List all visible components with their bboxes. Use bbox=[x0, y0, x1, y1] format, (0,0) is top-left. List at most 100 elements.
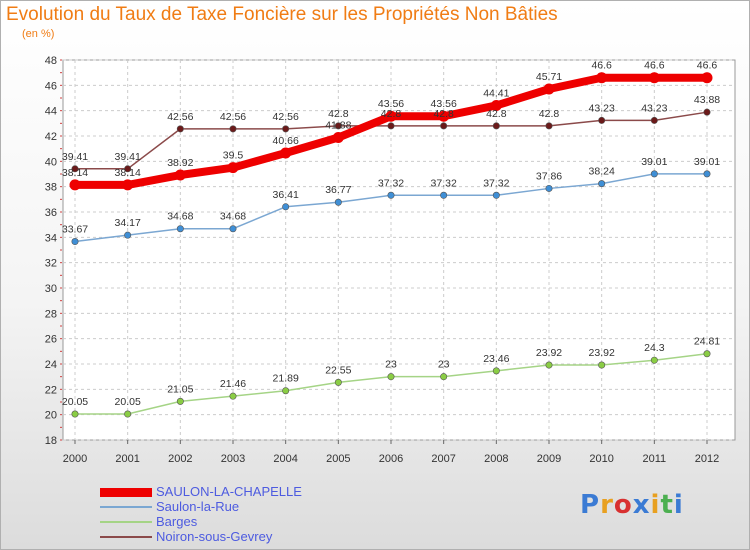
data-point bbox=[492, 367, 500, 375]
data-label: 41.88 bbox=[325, 120, 351, 132]
data-point bbox=[490, 99, 502, 111]
y-tick-label: 42 bbox=[45, 131, 57, 143]
data-label: 39.01 bbox=[641, 156, 667, 168]
legend-label: Noiron-sous-Gevrey bbox=[156, 529, 273, 544]
y-tick-label: 32 bbox=[45, 258, 57, 270]
data-point bbox=[124, 165, 132, 173]
data-point bbox=[492, 191, 500, 199]
data-point bbox=[282, 125, 290, 133]
data-point bbox=[543, 83, 555, 95]
data-label: 21.05 bbox=[167, 383, 193, 395]
data-point bbox=[387, 191, 395, 199]
data-label: 21.89 bbox=[273, 373, 299, 385]
legend-swatch bbox=[100, 487, 152, 497]
x-tick-label: 2010 bbox=[589, 453, 613, 465]
data-label: 43.88 bbox=[694, 94, 720, 106]
x-tick-label: 2003 bbox=[221, 453, 245, 465]
data-point bbox=[545, 122, 553, 130]
data-point bbox=[703, 350, 711, 358]
x-tick-label: 2012 bbox=[695, 453, 719, 465]
data-label: 42.8 bbox=[381, 108, 402, 120]
data-label: 34.17 bbox=[115, 217, 141, 229]
data-label: 42.56 bbox=[273, 111, 299, 123]
y-tick-label: 38 bbox=[45, 182, 57, 194]
data-point bbox=[440, 122, 448, 130]
data-point bbox=[176, 125, 184, 133]
data-label: 42.8 bbox=[539, 108, 560, 120]
data-label: 37.86 bbox=[536, 170, 562, 182]
logo-letter: r bbox=[600, 490, 614, 520]
y-tick-label: 40 bbox=[45, 156, 57, 168]
data-label: 39.5 bbox=[223, 150, 244, 162]
data-label: 23 bbox=[385, 359, 397, 371]
logo-letter: P bbox=[580, 490, 601, 520]
data-point bbox=[701, 72, 713, 84]
y-tick-label: 44 bbox=[45, 106, 57, 118]
data-point bbox=[703, 170, 711, 178]
data-label: 22.55 bbox=[325, 364, 351, 376]
legend-swatch bbox=[100, 506, 152, 508]
data-label: 42.8 bbox=[328, 108, 349, 120]
legend-label: SAULON-LA-CHAPELLE bbox=[156, 484, 302, 499]
data-point bbox=[438, 110, 450, 122]
data-label: 38.92 bbox=[167, 157, 193, 169]
data-label: 20.05 bbox=[62, 396, 88, 408]
data-label: 46.6 bbox=[697, 60, 718, 72]
data-label: 38.24 bbox=[589, 166, 615, 178]
legend-swatch bbox=[100, 536, 152, 538]
data-point bbox=[387, 373, 395, 381]
data-point bbox=[124, 231, 132, 239]
y-tick-label: 18 bbox=[45, 435, 57, 447]
data-point bbox=[71, 410, 79, 418]
y-tick-label: 30 bbox=[45, 283, 57, 295]
data-label: 21.46 bbox=[220, 378, 246, 390]
data-point bbox=[176, 225, 184, 233]
data-point bbox=[650, 356, 658, 364]
data-point bbox=[174, 169, 186, 181]
data-label: 39.41 bbox=[115, 151, 141, 163]
data-point bbox=[545, 361, 553, 369]
data-point bbox=[385, 110, 397, 122]
data-point bbox=[648, 72, 660, 84]
data-label: 46.6 bbox=[644, 60, 665, 72]
data-label: 20.05 bbox=[115, 396, 141, 408]
data-point bbox=[440, 191, 448, 199]
data-point bbox=[545, 184, 553, 192]
data-point bbox=[280, 147, 292, 159]
data-point bbox=[334, 122, 342, 130]
data-point bbox=[69, 179, 81, 191]
data-point bbox=[332, 132, 344, 144]
data-label: 24.81 bbox=[694, 336, 720, 348]
legend-label: Saulon-la-Rue bbox=[156, 499, 240, 514]
x-tick-label: 2005 bbox=[326, 453, 350, 465]
data-label: 36.77 bbox=[325, 184, 351, 196]
data-label: 37.32 bbox=[378, 177, 404, 189]
data-point bbox=[387, 122, 395, 130]
data-point bbox=[124, 410, 132, 418]
data-label: 46.6 bbox=[591, 60, 612, 72]
x-tick-label: 2004 bbox=[273, 453, 297, 465]
data-label: 42.8 bbox=[486, 108, 507, 120]
logo-letter: t bbox=[660, 490, 674, 520]
x-tick-label: 2009 bbox=[537, 453, 561, 465]
chart-title: Evolution du Taux de Taxe Foncière sur l… bbox=[6, 4, 558, 25]
data-point bbox=[598, 180, 606, 188]
data-label: 34.68 bbox=[167, 211, 193, 223]
x-tick-label: 2007 bbox=[431, 453, 455, 465]
data-point bbox=[71, 165, 79, 173]
data-label: 42.56 bbox=[167, 111, 193, 123]
data-point bbox=[229, 125, 237, 133]
data-label: 37.32 bbox=[431, 177, 457, 189]
data-point bbox=[596, 72, 608, 84]
data-label: 37.32 bbox=[483, 177, 509, 189]
y-tick-label: 20 bbox=[45, 410, 57, 422]
data-label: 44.41 bbox=[483, 87, 509, 99]
x-tick-label: 2006 bbox=[379, 453, 403, 465]
x-tick-label: 2011 bbox=[643, 453, 667, 465]
data-label: 43.23 bbox=[589, 102, 615, 114]
data-point bbox=[122, 179, 134, 191]
y-tick-label: 24 bbox=[45, 359, 57, 371]
data-point bbox=[176, 397, 184, 405]
